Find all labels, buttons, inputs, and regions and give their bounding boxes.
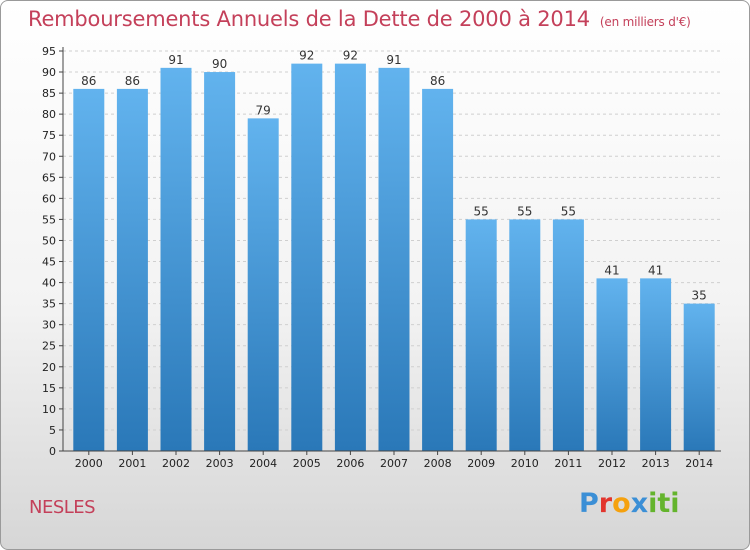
bar-2000 xyxy=(73,88,105,451)
y-tick-label: 35 xyxy=(42,298,56,311)
value-label: 41 xyxy=(604,263,619,277)
value-label: 92 xyxy=(299,49,314,63)
x-tick-label: 2005 xyxy=(293,457,321,470)
bars-group: 86 86 91 90 79 92 92 91 86 55 55 55 41 41 35 xyxy=(73,49,715,452)
value-label: 86 xyxy=(430,74,445,88)
bar-2003 xyxy=(204,72,236,451)
bar-2011 xyxy=(552,219,584,451)
bar-2004 xyxy=(247,118,279,452)
value-label: 55 xyxy=(517,204,532,218)
proxiti-logo: Proxiti xyxy=(579,488,680,519)
y-axis: 0 5 10 15 20 25 30 35 40 45 50 55 60 65 70 75 80 85 90 95 xyxy=(42,45,64,458)
y-tick-label: 0 xyxy=(49,445,56,458)
value-label: 91 xyxy=(386,53,401,67)
x-tick-label: 2000 xyxy=(75,457,103,470)
bar-2009 xyxy=(465,219,497,451)
x-tick-label: 2003 xyxy=(206,457,234,470)
chart-title: Remboursements Annuels de la Dette de 20… xyxy=(28,7,691,31)
y-tick-label: 25 xyxy=(42,340,56,353)
x-tick-label: 2011 xyxy=(554,457,582,470)
bar-2006 xyxy=(334,63,366,451)
y-tick-label: 60 xyxy=(42,192,56,205)
bar-2012 xyxy=(596,278,628,451)
y-tick-label: 80 xyxy=(42,108,56,121)
value-label: 35 xyxy=(692,289,707,303)
x-tick-label: 2010 xyxy=(511,457,539,470)
value-label: 79 xyxy=(256,103,271,117)
bar-2010 xyxy=(509,219,541,451)
y-tick-label: 90 xyxy=(42,66,56,79)
chart-unit: (en milliers d'€) xyxy=(599,15,691,29)
y-tick-label: 30 xyxy=(42,319,56,332)
value-label: 91 xyxy=(168,53,183,67)
value-label: 90 xyxy=(212,57,227,71)
y-tick-label: 65 xyxy=(42,171,56,184)
x-axis: 2000 2001 2002 2003 2004 2005 2006 2007 2008 2009… xyxy=(63,450,721,470)
x-tick-label: 2006 xyxy=(336,457,364,470)
bar-2001 xyxy=(116,88,148,451)
y-tick-label: 20 xyxy=(42,361,56,374)
y-tick-label: 55 xyxy=(42,213,56,226)
x-tick-label: 2004 xyxy=(249,457,277,470)
bar-2005 xyxy=(291,63,323,451)
x-tick-label: 2009 xyxy=(467,457,495,470)
y-tick-label: 95 xyxy=(42,45,56,58)
y-tick-label: 40 xyxy=(42,277,56,290)
x-tick-label: 2012 xyxy=(598,457,626,470)
y-tick-label: 45 xyxy=(42,256,56,269)
bar-2002 xyxy=(160,67,192,451)
x-tick-label: 2013 xyxy=(642,457,670,470)
value-label: 86 xyxy=(125,74,140,88)
y-tick-label: 10 xyxy=(42,403,56,416)
bar-2008 xyxy=(422,88,454,451)
x-tick-label: 2014 xyxy=(685,457,713,470)
y-tick-label: 5 xyxy=(49,424,56,437)
commune-name: NESLES xyxy=(29,497,96,518)
bar-2013 xyxy=(640,278,672,451)
x-tick-label: 2001 xyxy=(118,457,146,470)
bar-2014 xyxy=(683,303,715,451)
x-tick-label: 2007 xyxy=(380,457,408,470)
chart-title-text: Remboursements Annuels de la Dette de 20… xyxy=(28,7,590,31)
value-label: 92 xyxy=(343,49,358,63)
y-tick-label: 50 xyxy=(42,234,56,247)
value-label: 55 xyxy=(561,204,576,218)
bar-2007 xyxy=(378,67,410,451)
y-tick-label: 75 xyxy=(42,129,56,142)
x-tick-label: 2002 xyxy=(162,457,190,470)
y-tick-label: 85 xyxy=(42,87,56,100)
y-tick-label: 70 xyxy=(42,150,56,163)
value-label: 55 xyxy=(474,204,489,218)
x-tick-label: 2008 xyxy=(424,457,452,470)
value-label: 86 xyxy=(81,74,96,88)
y-tick-label: 15 xyxy=(42,382,56,395)
value-label: 41 xyxy=(648,263,663,277)
